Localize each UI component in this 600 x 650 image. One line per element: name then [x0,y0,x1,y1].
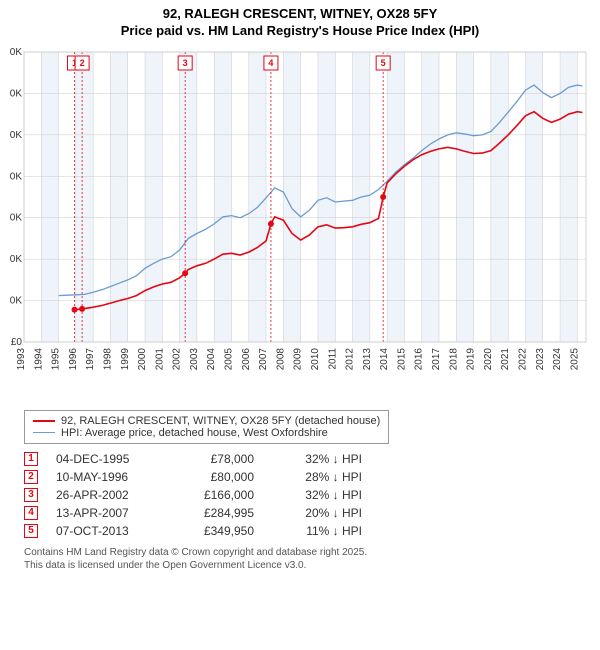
sale-price: £78,000 [174,452,254,466]
svg-text:2000: 2000 [137,347,148,370]
sale-date: 26-APR-2002 [56,488,156,502]
price-chart-svg: £0 £100K £200K £300K £400K £500K £600K £700K 199… [10,44,590,404]
svg-text:1996: 1996 [68,347,79,370]
footer-line-1: Contains HM Land Registry data © Crown c… [24,546,590,559]
legend-label: 92, RALEGH CRESCENT, WITNEY, OX28 5FY (d… [61,415,380,427]
title-line-2: Price paid vs. HM Land Registry's House … [10,23,590,40]
svg-text:2021: 2021 [500,347,511,370]
title-line-1: 92, RALEGH CRESCENT, WITNEY, OX28 5FY [10,6,590,23]
sale-marker-icon: 2 [24,470,38,484]
sale-date: 13-APR-2007 [56,506,156,520]
svg-text:£200K: £200K [10,254,22,265]
svg-text:2018: 2018 [448,347,459,370]
svg-text:£700K: £700K [10,47,22,58]
svg-text:1997: 1997 [85,347,96,370]
legend: 92, RALEGH CRESCENT, WITNEY, OX28 5FY (d… [24,410,389,444]
sale-diff-vs-hpi: 20% ↓ HPI [272,506,362,520]
legend-label: HPI: Average price, detached house, West… [61,427,328,439]
legend-line-icon [33,432,55,433]
footer-attribution: Contains HM Land Registry data © Crown c… [24,546,590,572]
svg-text:2007: 2007 [258,347,269,370]
legend-row: HPI: Average price, detached house, West… [33,427,380,439]
svg-text:£600K: £600K [10,88,22,99]
sale-row: 5 07-OCT-2013 £349,950 11% ↓ HPI [24,522,590,540]
svg-text:2008: 2008 [275,347,286,370]
sale-diff-vs-hpi: 11% ↓ HPI [272,524,362,538]
svg-text:4: 4 [268,58,273,68]
svg-text:2022: 2022 [517,347,528,370]
svg-text:2017: 2017 [431,347,442,370]
sale-diff-vs-hpi: 32% ↓ HPI [272,488,362,502]
sale-row: 4 13-APR-2007 £284,995 20% ↓ HPI [24,504,590,522]
sale-marker-icon: 3 [24,488,38,502]
svg-text:2003: 2003 [189,347,200,370]
svg-text:1998: 1998 [102,347,113,370]
svg-text:£400K: £400K [10,171,22,182]
svg-text:2005: 2005 [224,347,235,370]
svg-text:£500K: £500K [10,130,22,141]
sale-row: 2 10-MAY-1996 £80,000 28% ↓ HPI [24,468,590,486]
sale-marker-icon: 4 [24,506,38,520]
sale-date: 04-DEC-1995 [56,452,156,466]
sale-diff-vs-hpi: 32% ↓ HPI [272,452,362,466]
sale-price: £284,995 [174,506,254,520]
svg-text:1999: 1999 [120,347,131,370]
svg-text:£300K: £300K [10,212,22,223]
svg-text:3: 3 [183,58,188,68]
svg-text:2010: 2010 [310,347,321,370]
svg-text:2024: 2024 [552,347,563,370]
sale-price: £349,950 [174,524,254,538]
legend-row: 92, RALEGH CRESCENT, WITNEY, OX28 5FY (d… [33,415,380,427]
svg-text:2019: 2019 [466,347,477,370]
svg-text:£100K: £100K [10,295,22,306]
sale-row: 3 26-APR-2002 £166,000 32% ↓ HPI [24,486,590,504]
sale-date: 10-MAY-1996 [56,470,156,484]
svg-text:2012: 2012 [345,347,356,370]
chart-area: £0 £100K £200K £300K £400K £500K £600K £700K 199… [10,44,590,404]
sale-marker-icon: 1 [24,452,38,466]
svg-text:2004: 2004 [206,347,217,370]
chart-title-block: 92, RALEGH CRESCENT, WITNEY, OX28 5FY Pr… [10,6,590,40]
svg-text:2020: 2020 [483,347,494,370]
svg-text:2001: 2001 [154,347,165,370]
svg-text:2006: 2006 [241,347,252,370]
sale-price: £166,000 [174,488,254,502]
sale-marker-icon: 5 [24,524,38,538]
footer-line-2: This data is licensed under the Open Gov… [24,559,590,572]
sale-diff-vs-hpi: 28% ↓ HPI [272,470,362,484]
svg-text:2013: 2013 [362,347,373,370]
sales-table: 1 04-DEC-1995 £78,000 32% ↓ HPI 2 10-MAY-1996… [24,450,590,540]
svg-text:2014: 2014 [379,347,390,370]
svg-text:2: 2 [80,58,85,68]
svg-text:1995: 1995 [51,347,62,370]
legend-line-icon [33,420,55,422]
svg-text:2015: 2015 [396,347,407,370]
svg-text:2002: 2002 [172,347,183,370]
svg-text:1994: 1994 [33,347,44,370]
svg-text:£0: £0 [11,337,23,348]
svg-text:1993: 1993 [16,347,27,370]
svg-text:2011: 2011 [327,347,338,369]
svg-text:2016: 2016 [414,347,425,370]
sale-date: 07-OCT-2013 [56,524,156,538]
sale-price: £80,000 [174,470,254,484]
sale-row: 1 04-DEC-1995 £78,000 32% ↓ HPI [24,450,590,468]
svg-text:5: 5 [381,58,386,68]
svg-text:2009: 2009 [293,347,304,370]
svg-text:2023: 2023 [535,347,546,370]
svg-text:2025: 2025 [569,347,580,370]
